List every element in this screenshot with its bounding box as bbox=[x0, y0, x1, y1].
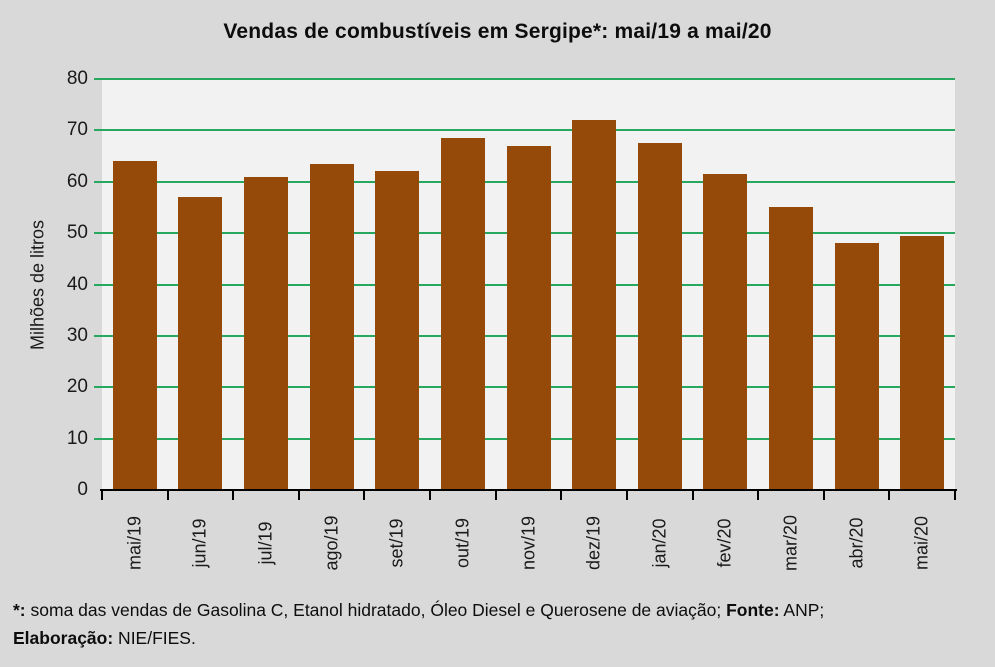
y-tick-mark bbox=[94, 437, 103, 440]
x-tick-mark bbox=[757, 490, 760, 500]
bar-ago-19 bbox=[309, 163, 354, 490]
y-tick-label: 0 bbox=[77, 479, 88, 500]
x-tick-mark bbox=[888, 490, 891, 500]
y-tick-label: 20 bbox=[66, 376, 88, 398]
bar-nov-19 bbox=[506, 145, 551, 490]
y-tick-label: 10 bbox=[66, 427, 88, 449]
x-label-fev-20: fev/20 bbox=[714, 518, 735, 568]
y-tick-mark bbox=[94, 129, 103, 132]
x-label-mai-19: mai/19 bbox=[124, 515, 145, 571]
bar-mai-19 bbox=[112, 161, 157, 490]
footnote-bold-text: Elaboração: bbox=[13, 628, 114, 648]
x-tick-mark bbox=[691, 490, 694, 500]
y-tick-mark bbox=[94, 78, 103, 80]
gridline bbox=[102, 78, 955, 80]
y-tick-label: 60 bbox=[66, 170, 88, 192]
bar-mai-20 bbox=[900, 235, 945, 490]
x-label-ago-19: ago/19 bbox=[321, 515, 342, 571]
footnote-bold-text: *: bbox=[13, 600, 26, 620]
x-tick-mark bbox=[166, 490, 169, 500]
x-tick-mark bbox=[232, 490, 235, 500]
y-tick-mark bbox=[94, 334, 103, 337]
x-label-mar-20: mar/20 bbox=[780, 514, 801, 572]
y-tick-mark bbox=[94, 232, 103, 235]
x-axis-line bbox=[100, 489, 957, 491]
x-label-out-19: out/19 bbox=[452, 517, 473, 569]
x-label-mai-20: mai/20 bbox=[911, 515, 932, 571]
x-tick-mark bbox=[954, 490, 956, 500]
footnote: *: soma das vendas de Gasolina C, Etanol… bbox=[13, 596, 981, 652]
x-label-nov-19: nov/19 bbox=[518, 515, 538, 571]
x-label-set-19: set/19 bbox=[386, 518, 407, 568]
x-label-abr-20: abr/20 bbox=[846, 517, 867, 569]
bar-dez-19 bbox=[572, 120, 617, 490]
x-tick-mark bbox=[101, 490, 103, 500]
x-tick-mark bbox=[625, 490, 628, 500]
x-label-jul-19: jul/19 bbox=[255, 521, 276, 565]
footnote-text: ANP; bbox=[779, 600, 825, 620]
footnote-bold-text: Fonte: bbox=[726, 600, 780, 620]
x-label-jun-19: jun/19 bbox=[189, 518, 210, 568]
y-tick-mark bbox=[94, 386, 103, 389]
x-tick-mark bbox=[297, 490, 300, 500]
bar-out-19 bbox=[440, 138, 485, 490]
chart-title: Vendas de combustíveis em Sergipe*: mai/… bbox=[223, 20, 772, 43]
bar-fev-20 bbox=[703, 174, 748, 490]
x-label-jan-20: jan/20 bbox=[649, 518, 670, 568]
x-tick-mark bbox=[429, 490, 432, 500]
bar-jun-19 bbox=[178, 197, 223, 490]
bar-abr-20 bbox=[834, 243, 879, 490]
footnote-text: NIE/FIES. bbox=[113, 628, 196, 648]
x-label-dez-19: dez/19 bbox=[583, 515, 604, 571]
y-tick-label: 70 bbox=[66, 119, 88, 141]
y-tick-label: 80 bbox=[66, 68, 88, 89]
footnote-text: soma das vendas de Gasolina C, Etanol hi… bbox=[25, 600, 727, 620]
y-tick-label: 40 bbox=[66, 273, 88, 295]
x-tick-mark bbox=[822, 490, 825, 500]
y-tick-mark bbox=[94, 180, 103, 183]
y-tick-label: 30 bbox=[66, 324, 88, 346]
bar-jul-19 bbox=[244, 176, 289, 490]
x-tick-mark bbox=[494, 490, 497, 500]
x-tick-mark bbox=[560, 490, 563, 500]
x-tick-mark bbox=[363, 490, 366, 500]
gridline bbox=[102, 129, 955, 132]
plot-area bbox=[102, 78, 955, 490]
bar-set-19 bbox=[375, 171, 420, 490]
y-tick-label: 50 bbox=[66, 222, 88, 244]
y-tick-mark bbox=[94, 283, 103, 286]
bar-mar-20 bbox=[768, 207, 813, 490]
bar-jan-20 bbox=[637, 143, 682, 490]
